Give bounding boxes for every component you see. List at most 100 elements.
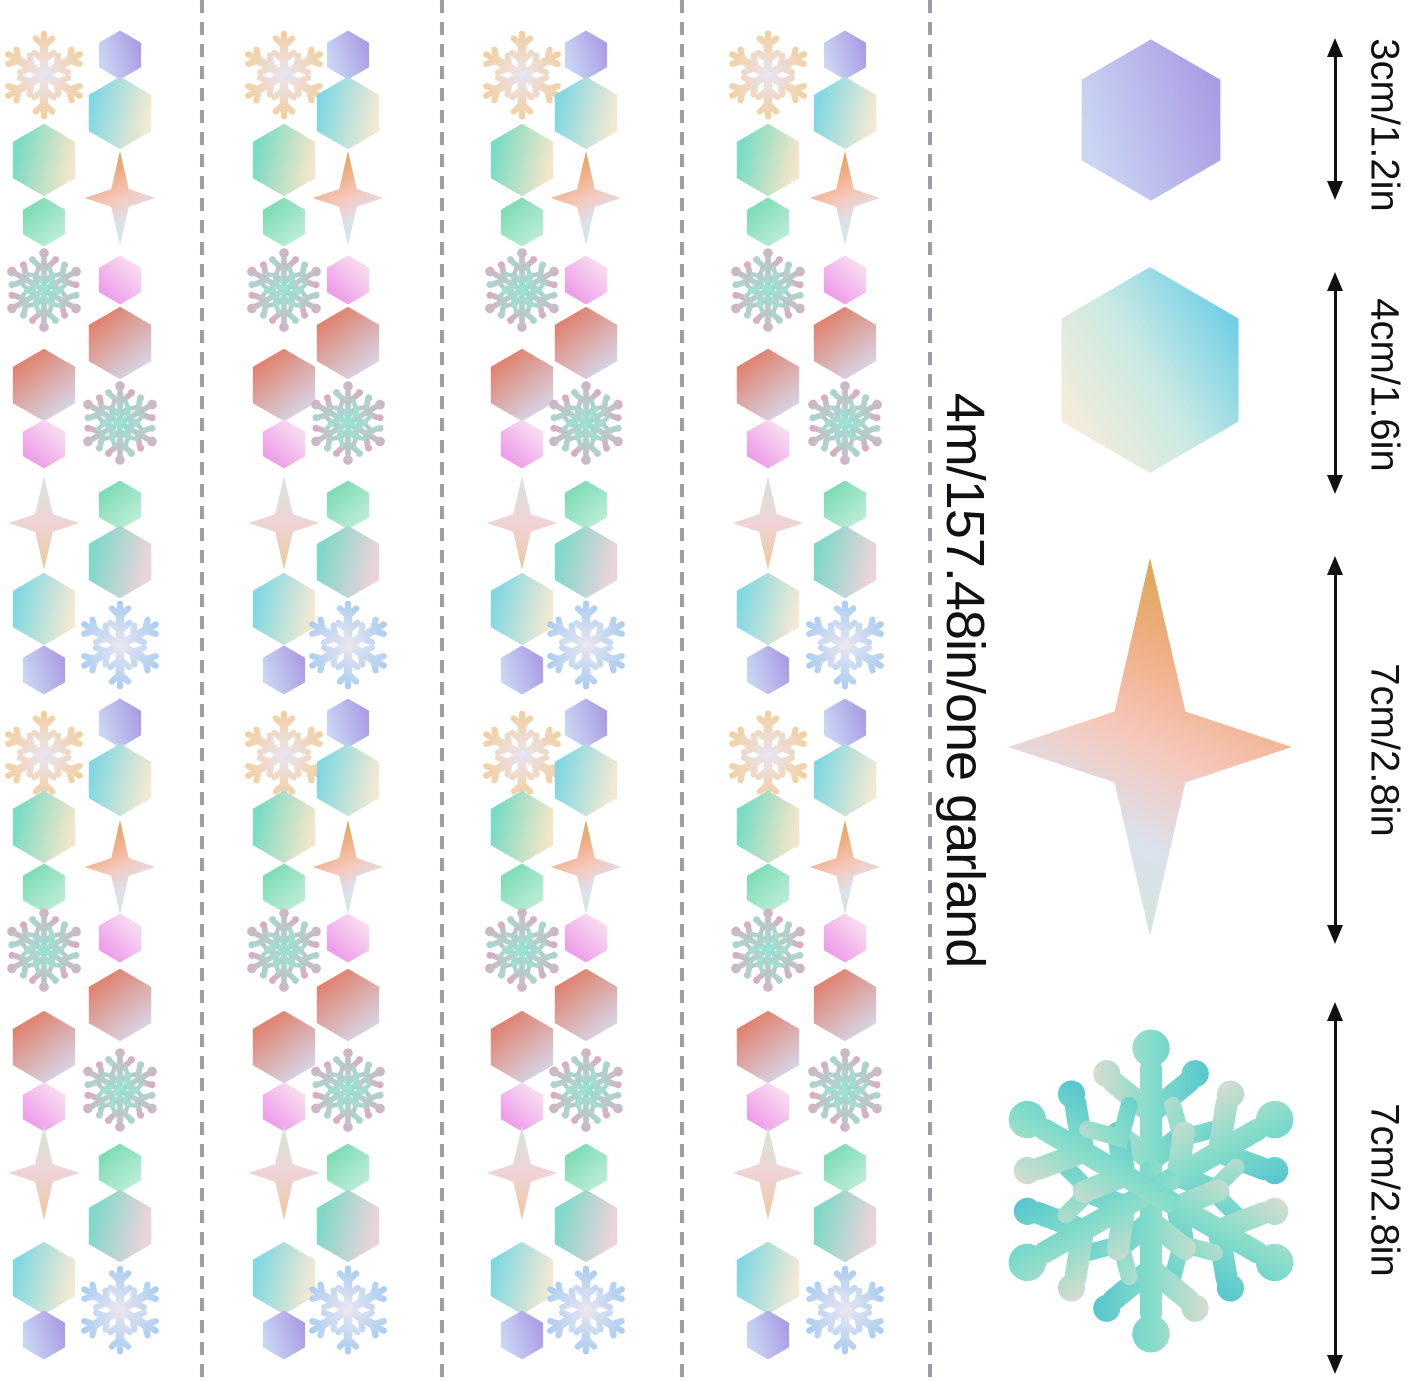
garland-hexagon-icon xyxy=(500,197,544,247)
garland-hexagon-icon xyxy=(500,419,544,469)
garland-snowflake-icon xyxy=(304,379,392,467)
garland-hexagon-icon xyxy=(326,30,370,80)
garland-snowflake-icon xyxy=(542,379,630,467)
size-label-star: 7cm/2.8in xyxy=(1362,663,1407,837)
garland-hexagon-icon xyxy=(554,1189,618,1263)
garland-snowflake-icon xyxy=(474,707,570,803)
garland-star-icon xyxy=(309,818,387,916)
garland-hexagon-icon xyxy=(98,480,142,530)
garland-hexagon-icon xyxy=(554,968,618,1042)
garland-hexagon-icon xyxy=(554,525,618,599)
garland-star-icon xyxy=(806,818,884,916)
measure-arrow-snowflake xyxy=(1326,1002,1344,1374)
garland-hexagon-icon xyxy=(98,30,142,80)
garland-hexagon-icon xyxy=(823,30,867,80)
garland-hexagon-icon xyxy=(564,1143,608,1193)
garland-star-icon xyxy=(81,818,159,916)
garland-hexagon-icon xyxy=(823,698,867,748)
cut-line xyxy=(680,0,684,1381)
garland-snowflake-icon xyxy=(240,246,328,334)
garland-hexagon-icon xyxy=(746,197,790,247)
garland-hexagon-icon xyxy=(12,123,76,197)
garland-snowflake-icon xyxy=(300,597,396,693)
garland-hexagon-icon xyxy=(98,698,142,748)
sample-star-icon xyxy=(1002,550,1298,944)
garland-snowflake-icon xyxy=(801,1046,889,1134)
garland-hexagon-icon xyxy=(490,790,554,864)
cut-line xyxy=(440,0,444,1381)
garland-hexagon-icon xyxy=(12,348,76,422)
garland-hexagon-icon xyxy=(88,1189,152,1263)
garland-hexagon-icon xyxy=(22,1082,66,1132)
garland-hexagon-icon xyxy=(88,525,152,599)
garland-hexagon-icon xyxy=(564,480,608,530)
garland-hexagon-icon xyxy=(736,348,800,422)
garland-hexagon-icon xyxy=(22,863,66,913)
garland-hexagon-icon xyxy=(564,698,608,748)
garland-hexagon-icon xyxy=(490,1241,554,1315)
garland-hexagon-icon xyxy=(813,968,877,1042)
garland-snowflake-icon xyxy=(236,27,332,123)
garland-hexagon-icon xyxy=(252,348,316,422)
garland-hexagon-icon xyxy=(564,913,608,963)
garland-star-icon xyxy=(483,1124,561,1222)
garland-hexagon-icon xyxy=(252,790,316,864)
garland-snowflake-icon xyxy=(304,1046,392,1134)
garland-snowflake-icon xyxy=(538,597,634,693)
garland-hexagon-icon xyxy=(490,1010,554,1084)
garland-snowflake-icon xyxy=(797,597,893,693)
garland-hexagon-icon xyxy=(500,1310,544,1360)
garland-hexagon-icon xyxy=(554,306,618,380)
garland-hexagon-icon xyxy=(12,572,76,646)
garland-hexagon-icon xyxy=(564,255,608,305)
measure-arrow-hexagon-large xyxy=(1326,272,1344,494)
cut-line xyxy=(928,0,932,1381)
garland-snowflake-icon xyxy=(542,1046,630,1134)
garland-hexagon-icon xyxy=(500,1082,544,1132)
garland-snowflake-icon xyxy=(478,246,566,334)
garland-length-label: 4m/157.48in/one garland xyxy=(935,392,995,968)
garland-hexagon-icon xyxy=(326,913,370,963)
garland-hexagon-icon xyxy=(262,1082,306,1132)
size-label-hexagon-small: 3cm/1.2in xyxy=(1362,38,1407,212)
garland-hexagon-icon xyxy=(823,480,867,530)
garland-snowflake-icon xyxy=(0,27,92,123)
garland-hexagon-icon xyxy=(252,1241,316,1315)
garland-snowflake-icon xyxy=(0,246,88,334)
garland-hexagon-icon xyxy=(262,1310,306,1360)
garland-hexagon-icon xyxy=(98,255,142,305)
garland-snowflake-icon xyxy=(240,906,328,994)
size-label-snowflake: 7cm/2.8in xyxy=(1362,1103,1407,1277)
garland-hexagon-icon xyxy=(316,525,380,599)
sample-snowflake-icon xyxy=(981,1008,1321,1374)
garland-star-icon xyxy=(245,474,323,572)
garland-hexagon-icon xyxy=(12,1241,76,1315)
garland-hexagon-icon xyxy=(746,1082,790,1132)
garland-hexagon-icon xyxy=(326,255,370,305)
garland-snowflake-icon xyxy=(76,379,164,467)
garland-snowflake-icon xyxy=(0,906,88,994)
garland-star-icon xyxy=(483,474,561,572)
garland-snowflake-icon xyxy=(76,1046,164,1134)
garland-star-icon xyxy=(5,474,83,572)
garland-hexagon-icon xyxy=(88,743,152,817)
garland-star-icon xyxy=(806,149,884,247)
garland-hexagon-icon xyxy=(736,1241,800,1315)
garland-star-icon xyxy=(309,149,387,247)
garland-hexagon-icon xyxy=(326,480,370,530)
garland-hexagon-icon xyxy=(746,1310,790,1360)
garland-hexagon-icon xyxy=(22,419,66,469)
garland-hexagon-icon xyxy=(12,1010,76,1084)
garland-hexagon-icon xyxy=(823,1143,867,1193)
garland-snowflake-icon xyxy=(724,906,812,994)
garland-star-icon xyxy=(729,1124,807,1222)
garland-hexagon-icon xyxy=(262,419,306,469)
garland-hexagon-icon xyxy=(262,645,306,695)
size-label-hexagon-large: 4cm/1.6in xyxy=(1362,298,1407,472)
garland-hexagon-icon xyxy=(736,123,800,197)
garland-hexagon-icon xyxy=(746,863,790,913)
garland-hexagon-icon xyxy=(490,572,554,646)
measure-arrow-star xyxy=(1326,556,1344,944)
garland-snowflake-icon xyxy=(801,379,889,467)
